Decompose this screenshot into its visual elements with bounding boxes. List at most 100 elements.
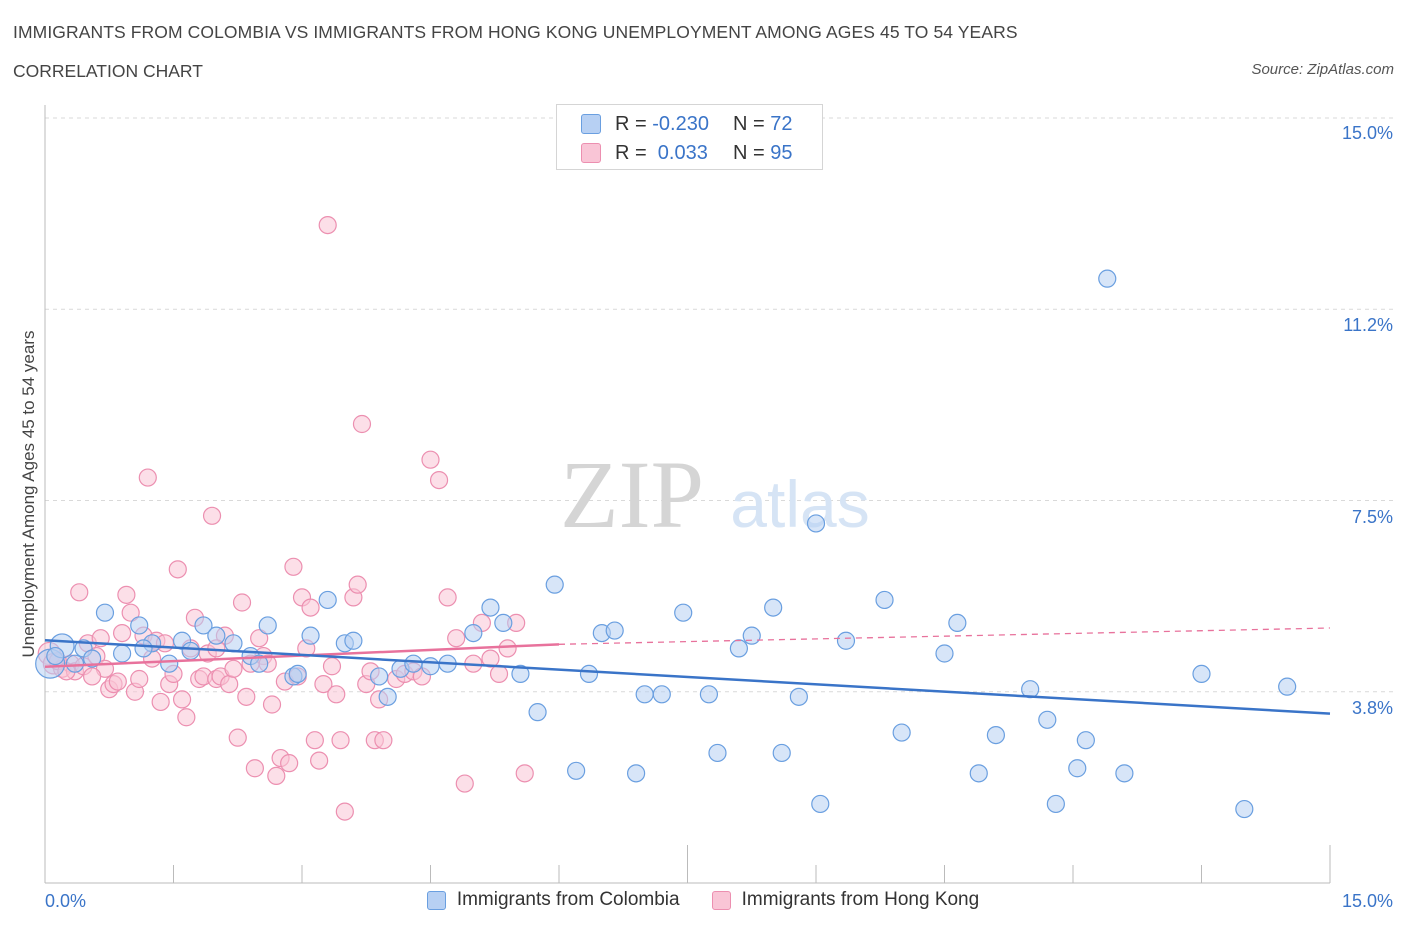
hongkong-point <box>112 623 132 643</box>
colombia-point <box>344 631 363 650</box>
hongkong-point <box>138 468 157 487</box>
colombia-point <box>567 761 586 780</box>
colombia-point <box>83 649 102 668</box>
y-tick-label: 3.8% <box>1351 698 1393 718</box>
colombia-point <box>160 654 179 673</box>
hongkong-point <box>429 471 449 490</box>
hongkong-point <box>438 588 457 607</box>
colombia-point <box>1115 764 1134 783</box>
colombia-point <box>250 654 269 673</box>
hongkong-point <box>70 583 89 602</box>
legend-item-colombia[interactable]: Immigrants from Colombia <box>426 889 680 911</box>
hongkong-trend-extension <box>558 627 1331 645</box>
colombia-point <box>511 664 530 684</box>
hongkong-point <box>322 657 342 676</box>
chart-subtitle: CORRELATION CHART <box>13 61 203 81</box>
hongkong-point <box>130 669 149 689</box>
legend-label-hongkong: Immigrants from Hong Kong <box>741 889 980 910</box>
colombia-point <box>1235 799 1254 819</box>
hongkong-point <box>237 687 256 706</box>
r-value-colombia: -0.230 <box>652 112 709 135</box>
hongkong-point <box>108 672 127 691</box>
hongkong-swatch <box>581 143 601 163</box>
colombia-point <box>65 654 85 673</box>
colombia-point <box>1068 759 1087 778</box>
colombia-point <box>528 703 547 722</box>
r-label: R = <box>615 141 647 164</box>
hongkong-point <box>352 414 372 434</box>
hongkong-point <box>172 690 192 709</box>
hongkong-point <box>301 598 320 617</box>
hongkong-point <box>318 216 337 235</box>
colombia-point <box>764 598 783 617</box>
colombia-point <box>481 598 500 617</box>
hongkong-point <box>250 629 269 648</box>
colombia-point <box>288 664 307 684</box>
colombia-point <box>729 639 749 658</box>
legend-item-hongkong[interactable]: Immigrants from Hong Kong <box>711 889 980 911</box>
colombia-point <box>95 603 115 622</box>
hongkong-point <box>498 639 517 658</box>
stats-row-hongkong: R = 0.033 N = 95 <box>581 139 793 167</box>
colombia-point <box>46 646 65 666</box>
hongkong-point <box>374 731 393 750</box>
hongkong-point <box>331 731 350 750</box>
hongkong-point <box>421 450 440 469</box>
hongkong-point <box>168 560 187 579</box>
n-label: N = <box>733 141 765 164</box>
y-tick-label: 7.5% <box>1351 507 1393 527</box>
hongkong-point <box>280 754 299 773</box>
colombia-point <box>207 626 226 645</box>
hongkong-point <box>284 557 303 576</box>
colombia-point <box>605 621 624 640</box>
hongkong-point <box>305 731 324 750</box>
hongkong-point <box>202 506 222 525</box>
colombia-point <box>224 634 243 653</box>
hongkong-point <box>314 674 333 694</box>
colombia-point <box>742 626 761 645</box>
hongkong-point <box>455 774 474 793</box>
hongkong-point <box>232 593 252 612</box>
stats-row-colombia: R = -0.230 N = 72 <box>581 110 793 138</box>
hongkong-point <box>262 695 282 714</box>
hongkong-point <box>228 728 247 747</box>
colombia-point <box>181 641 200 661</box>
colombia-point <box>635 685 654 704</box>
colombia-point <box>318 590 337 610</box>
hongkong-point <box>335 802 354 821</box>
hongkong-point <box>224 659 243 678</box>
hongkong-point <box>267 766 286 786</box>
colombia-point <box>1192 664 1211 684</box>
colombia-point <box>134 639 153 658</box>
colombia-point <box>579 664 599 684</box>
colombia-point <box>708 743 727 763</box>
legend-label-colombia: Immigrants from Colombia <box>456 889 680 910</box>
source-credit: Source: ZipAtlas.com <box>1251 61 1394 78</box>
hongkong-point <box>220 674 239 694</box>
r-value-hongkong: 0.033 <box>652 141 708 164</box>
colombia-point <box>836 631 856 650</box>
colombia-point <box>545 575 564 594</box>
hongkong-point <box>117 585 136 604</box>
colombia-point <box>112 644 132 663</box>
colombia-point <box>421 657 440 676</box>
axes <box>44 105 1331 884</box>
watermark-zip: ZIP <box>560 441 704 548</box>
colombia-point <box>370 667 389 686</box>
stats-legend: R = -0.230 N = 72 R = 0.033 N = 95 <box>556 104 823 170</box>
colombia-trend-line <box>44 638 1331 715</box>
colombia-point <box>875 590 894 610</box>
colombia-point <box>626 764 646 783</box>
hongkong-point <box>310 751 329 770</box>
colombia-legend-swatch <box>426 890 446 910</box>
hongkong-point <box>83 667 102 686</box>
colombia-point <box>811 794 830 814</box>
hongkong-point <box>327 685 346 704</box>
hongkong-point <box>489 664 509 684</box>
hongkong-legend-swatch <box>711 890 731 910</box>
colombia-point <box>948 613 967 633</box>
hongkong-point <box>447 629 466 648</box>
series-legend: Immigrants from Colombia Immigrants from… <box>0 889 1406 911</box>
chart-title: IMMIGRANTS FROM COLOMBIA VS IMMIGRANTS F… <box>13 22 1018 42</box>
